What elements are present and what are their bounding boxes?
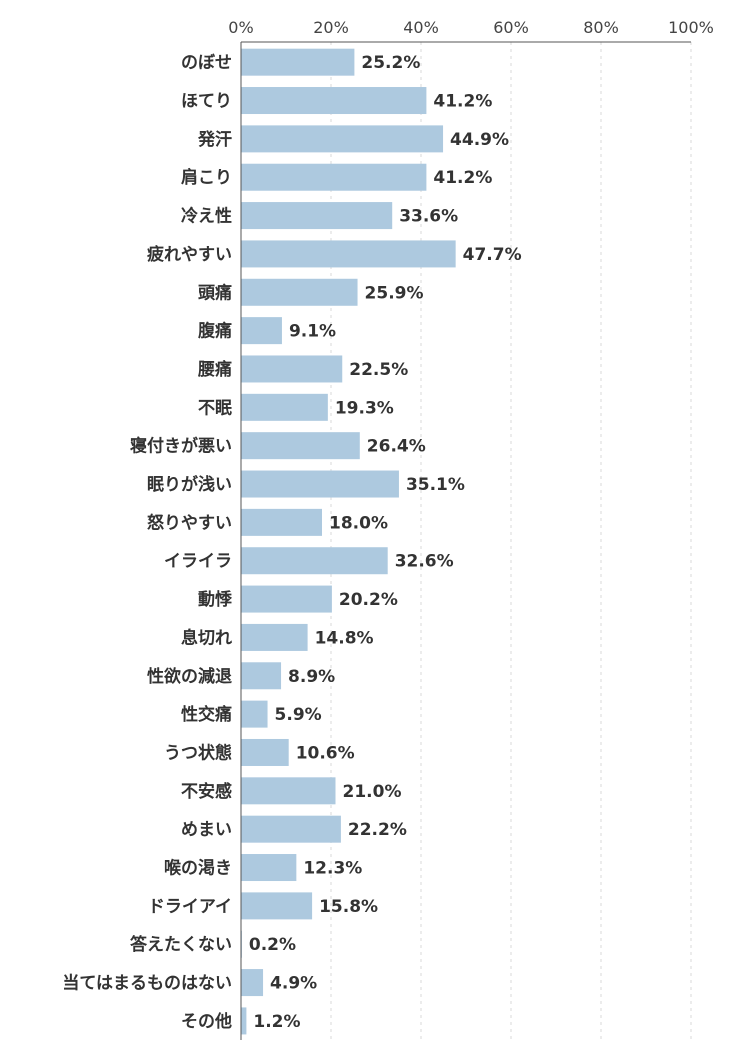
- value-label: 21.0%: [343, 782, 402, 802]
- value-label: 25.2%: [361, 53, 420, 73]
- category-label: 寝付きが悪い: [130, 436, 232, 457]
- value-label: 4.9%: [270, 974, 317, 994]
- bar: [241, 815, 341, 843]
- bar: [241, 738, 289, 766]
- category-label: イライラ: [164, 552, 232, 572]
- category-label: 性交痛: [181, 704, 232, 725]
- value-label: 35.1%: [406, 475, 465, 495]
- bar: [241, 48, 355, 76]
- bar: [241, 547, 388, 575]
- bar: [241, 163, 427, 191]
- category-label: 疲れやすい: [147, 244, 232, 265]
- value-label: 44.9%: [450, 130, 509, 150]
- category-label: 息切れ: [181, 627, 232, 648]
- axes: [240, 41, 691, 1040]
- category-label: 不安感: [181, 781, 232, 802]
- category-label: 当てはまるものはない: [62, 973, 232, 994]
- bars: のぼせ 25.2% ほてり 41.2% 発汗 44.9% 肩こり 41.2% 冷え性 33.6% 疲…: [62, 48, 522, 1035]
- value-label: 12.3%: [303, 859, 362, 879]
- category-label: 発汗: [197, 129, 232, 150]
- category-label: 不眠: [198, 398, 232, 418]
- value-label: 19.3%: [335, 398, 394, 418]
- value-label: 47.7%: [463, 245, 522, 265]
- category-label: 動悸: [198, 589, 233, 610]
- bar: [241, 393, 328, 421]
- category-label: うつ状態: [164, 742, 232, 763]
- value-label: 26.4%: [367, 437, 426, 457]
- x-tick-label: 0%: [228, 18, 253, 37]
- value-label: 18.0%: [329, 513, 388, 533]
- bar: [241, 432, 360, 460]
- bar: [241, 87, 427, 115]
- category-label: 眠りが浅い: [147, 474, 232, 495]
- value-label: 0.2%: [249, 935, 296, 955]
- x-tick-label: 80%: [583, 18, 619, 37]
- category-label: 頭痛: [198, 282, 232, 303]
- x-axis-ticks: 0% 20% 40% 60% 80% 100%: [228, 18, 714, 37]
- value-label: 33.6%: [399, 207, 458, 227]
- category-label: ドライアイ: [148, 897, 232, 917]
- value-label: 8.9%: [288, 667, 335, 687]
- x-tick-label: 40%: [403, 18, 439, 37]
- value-label: 14.8%: [315, 628, 374, 648]
- bar: [241, 623, 308, 651]
- category-label: のぼせ: [181, 53, 232, 73]
- bar: [241, 892, 313, 920]
- bar: [241, 1007, 247, 1035]
- bar: [241, 240, 456, 268]
- category-label: ほてり: [181, 92, 232, 112]
- value-label: 22.5%: [349, 360, 408, 380]
- bar: [241, 125, 444, 153]
- x-tick-label: 60%: [493, 18, 529, 37]
- value-label: 22.2%: [348, 820, 407, 840]
- x-tick-label: 20%: [313, 18, 349, 37]
- category-label: めまい: [181, 820, 232, 840]
- bar: [241, 278, 358, 306]
- category-label: その他: [181, 1011, 232, 1032]
- bar: [241, 317, 282, 345]
- category-label: 腹痛: [198, 321, 232, 342]
- value-label: 10.6%: [296, 743, 355, 763]
- grid-lines: [330, 42, 692, 1040]
- category-label: 答えたくない: [130, 934, 232, 955]
- bar: [241, 662, 282, 690]
- value-label: 1.2%: [253, 1012, 300, 1032]
- category-label: 腰痛: [198, 359, 232, 380]
- value-label: 5.9%: [275, 705, 322, 725]
- bar: [241, 969, 264, 997]
- bar: [241, 585, 332, 613]
- value-label: 25.9%: [365, 283, 424, 303]
- category-label: 怒りやすい: [147, 512, 232, 533]
- category-label: 喉の渇き: [164, 858, 232, 879]
- bar: [241, 202, 393, 230]
- value-label: 9.1%: [289, 322, 336, 342]
- value-label: 32.6%: [395, 552, 454, 572]
- value-label: 15.8%: [319, 897, 378, 917]
- bar: [241, 854, 297, 882]
- bar: [241, 777, 336, 805]
- bar: [241, 355, 343, 383]
- category-label: 性欲の減退: [147, 666, 232, 687]
- category-label: 肩こり: [181, 167, 232, 188]
- value-label: 41.2%: [433, 168, 492, 188]
- bar: [241, 700, 268, 728]
- value-label: 20.2%: [339, 590, 398, 610]
- x-tick-label: 100%: [668, 18, 714, 37]
- bar: [241, 508, 322, 536]
- category-label: 冷え性: [181, 206, 232, 227]
- bar: [241, 470, 399, 498]
- value-label: 41.2%: [433, 92, 492, 112]
